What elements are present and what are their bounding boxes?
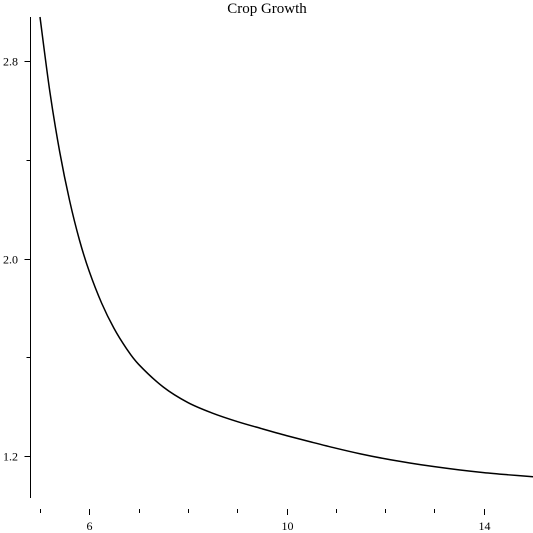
y-axis-ticks: 1.2 2.0 2.8: [3, 55, 31, 464]
x-tick-label: 14: [479, 519, 491, 533]
series-line: [39, 16, 533, 478]
y-tick-label: 2.8: [3, 55, 18, 69]
x-axis-ticks: 6 10 14: [40, 509, 491, 533]
x-tick-label: 10: [282, 519, 294, 533]
y-tick-label: 2.0: [3, 253, 18, 267]
chart-title: Crop Growth: [227, 1, 307, 17]
y-tick-label: 1.2: [3, 450, 18, 464]
x-tick-label: 6: [87, 519, 93, 533]
